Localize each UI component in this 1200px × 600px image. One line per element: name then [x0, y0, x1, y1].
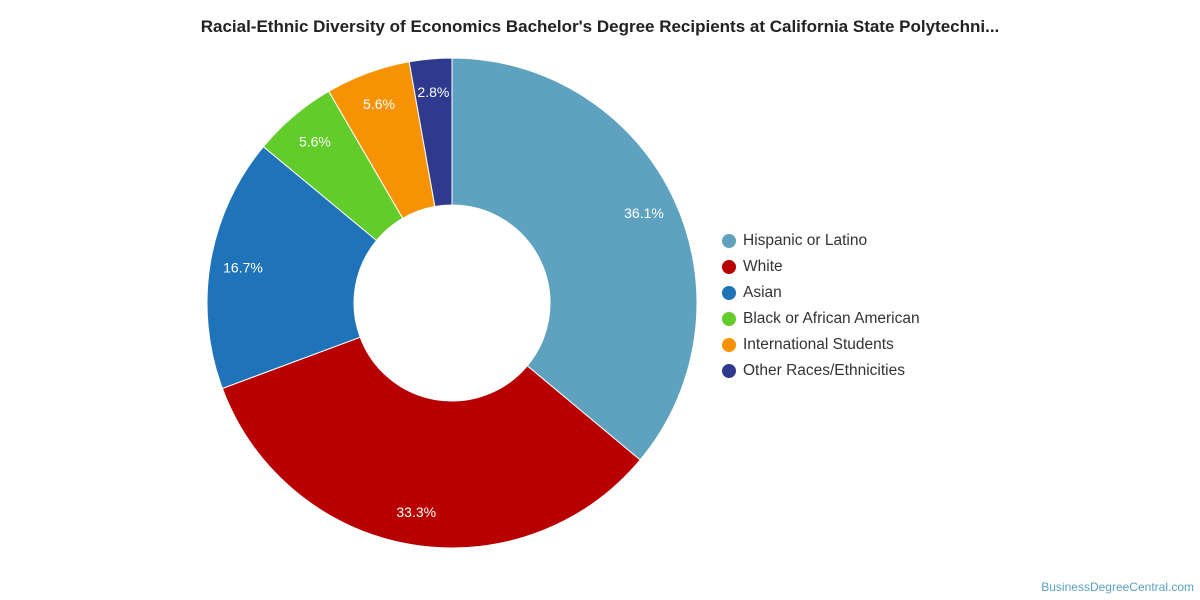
- legend-swatch-black-or-african-american: [722, 312, 736, 326]
- legend-label: Black or African American: [743, 310, 920, 327]
- legend-item-black-or-african-american[interactable]: Black or African American: [722, 306, 920, 332]
- chart-legend: Hispanic or Latino White Asian Black or …: [722, 228, 920, 384]
- legend-item-other-races-ethnicities[interactable]: Other Races/Ethnicities: [722, 358, 920, 384]
- slice-value-label: 33.3%: [396, 504, 436, 520]
- legend-swatch-asian: [722, 286, 736, 300]
- legend-swatch-international-students: [722, 338, 736, 352]
- slice-value-label: 5.6%: [363, 96, 395, 112]
- donut-slices: [206, 57, 698, 549]
- slice-value-label: 5.6%: [299, 133, 331, 149]
- legend-label: International Students: [743, 336, 894, 353]
- legend-swatch-other-races-ethnicities: [722, 364, 736, 378]
- legend-item-hispanic-or-latino[interactable]: Hispanic or Latino: [722, 228, 920, 254]
- legend-swatch-hispanic-or-latino: [722, 234, 736, 248]
- slice-value-label: 36.1%: [624, 205, 664, 221]
- legend-label: White: [743, 258, 783, 275]
- slice-value-label: 2.8%: [417, 84, 449, 100]
- donut-slice-other-races-ethnicities[interactable]: [408, 57, 453, 208]
- chart-title: Racial-Ethnic Diversity of Economics Bac…: [200, 17, 1000, 36]
- donut-slice-hispanic-or-latino[interactable]: [451, 57, 698, 461]
- donut-slice-asian[interactable]: [206, 145, 378, 390]
- legend-item-white[interactable]: White: [722, 254, 920, 280]
- legend-label: Hispanic or Latino: [743, 232, 868, 249]
- slice-value-label: 16.7%: [223, 260, 263, 276]
- donut-labels: 36.1% 33.3% 16.7% 5.6% 5.6% 2.8%: [223, 84, 664, 520]
- legend-item-asian[interactable]: Asian: [722, 280, 920, 306]
- legend-item-international-students[interactable]: International Students: [722, 332, 920, 358]
- source-credit-link[interactable]: BusinessDegreeCentral.com: [1041, 580, 1194, 594]
- legend-label: Asian: [743, 284, 782, 301]
- legend-label: Other Races/Ethnicities: [743, 362, 905, 379]
- legend-swatch-white: [722, 260, 736, 274]
- donut-slice-white[interactable]: [221, 336, 641, 549]
